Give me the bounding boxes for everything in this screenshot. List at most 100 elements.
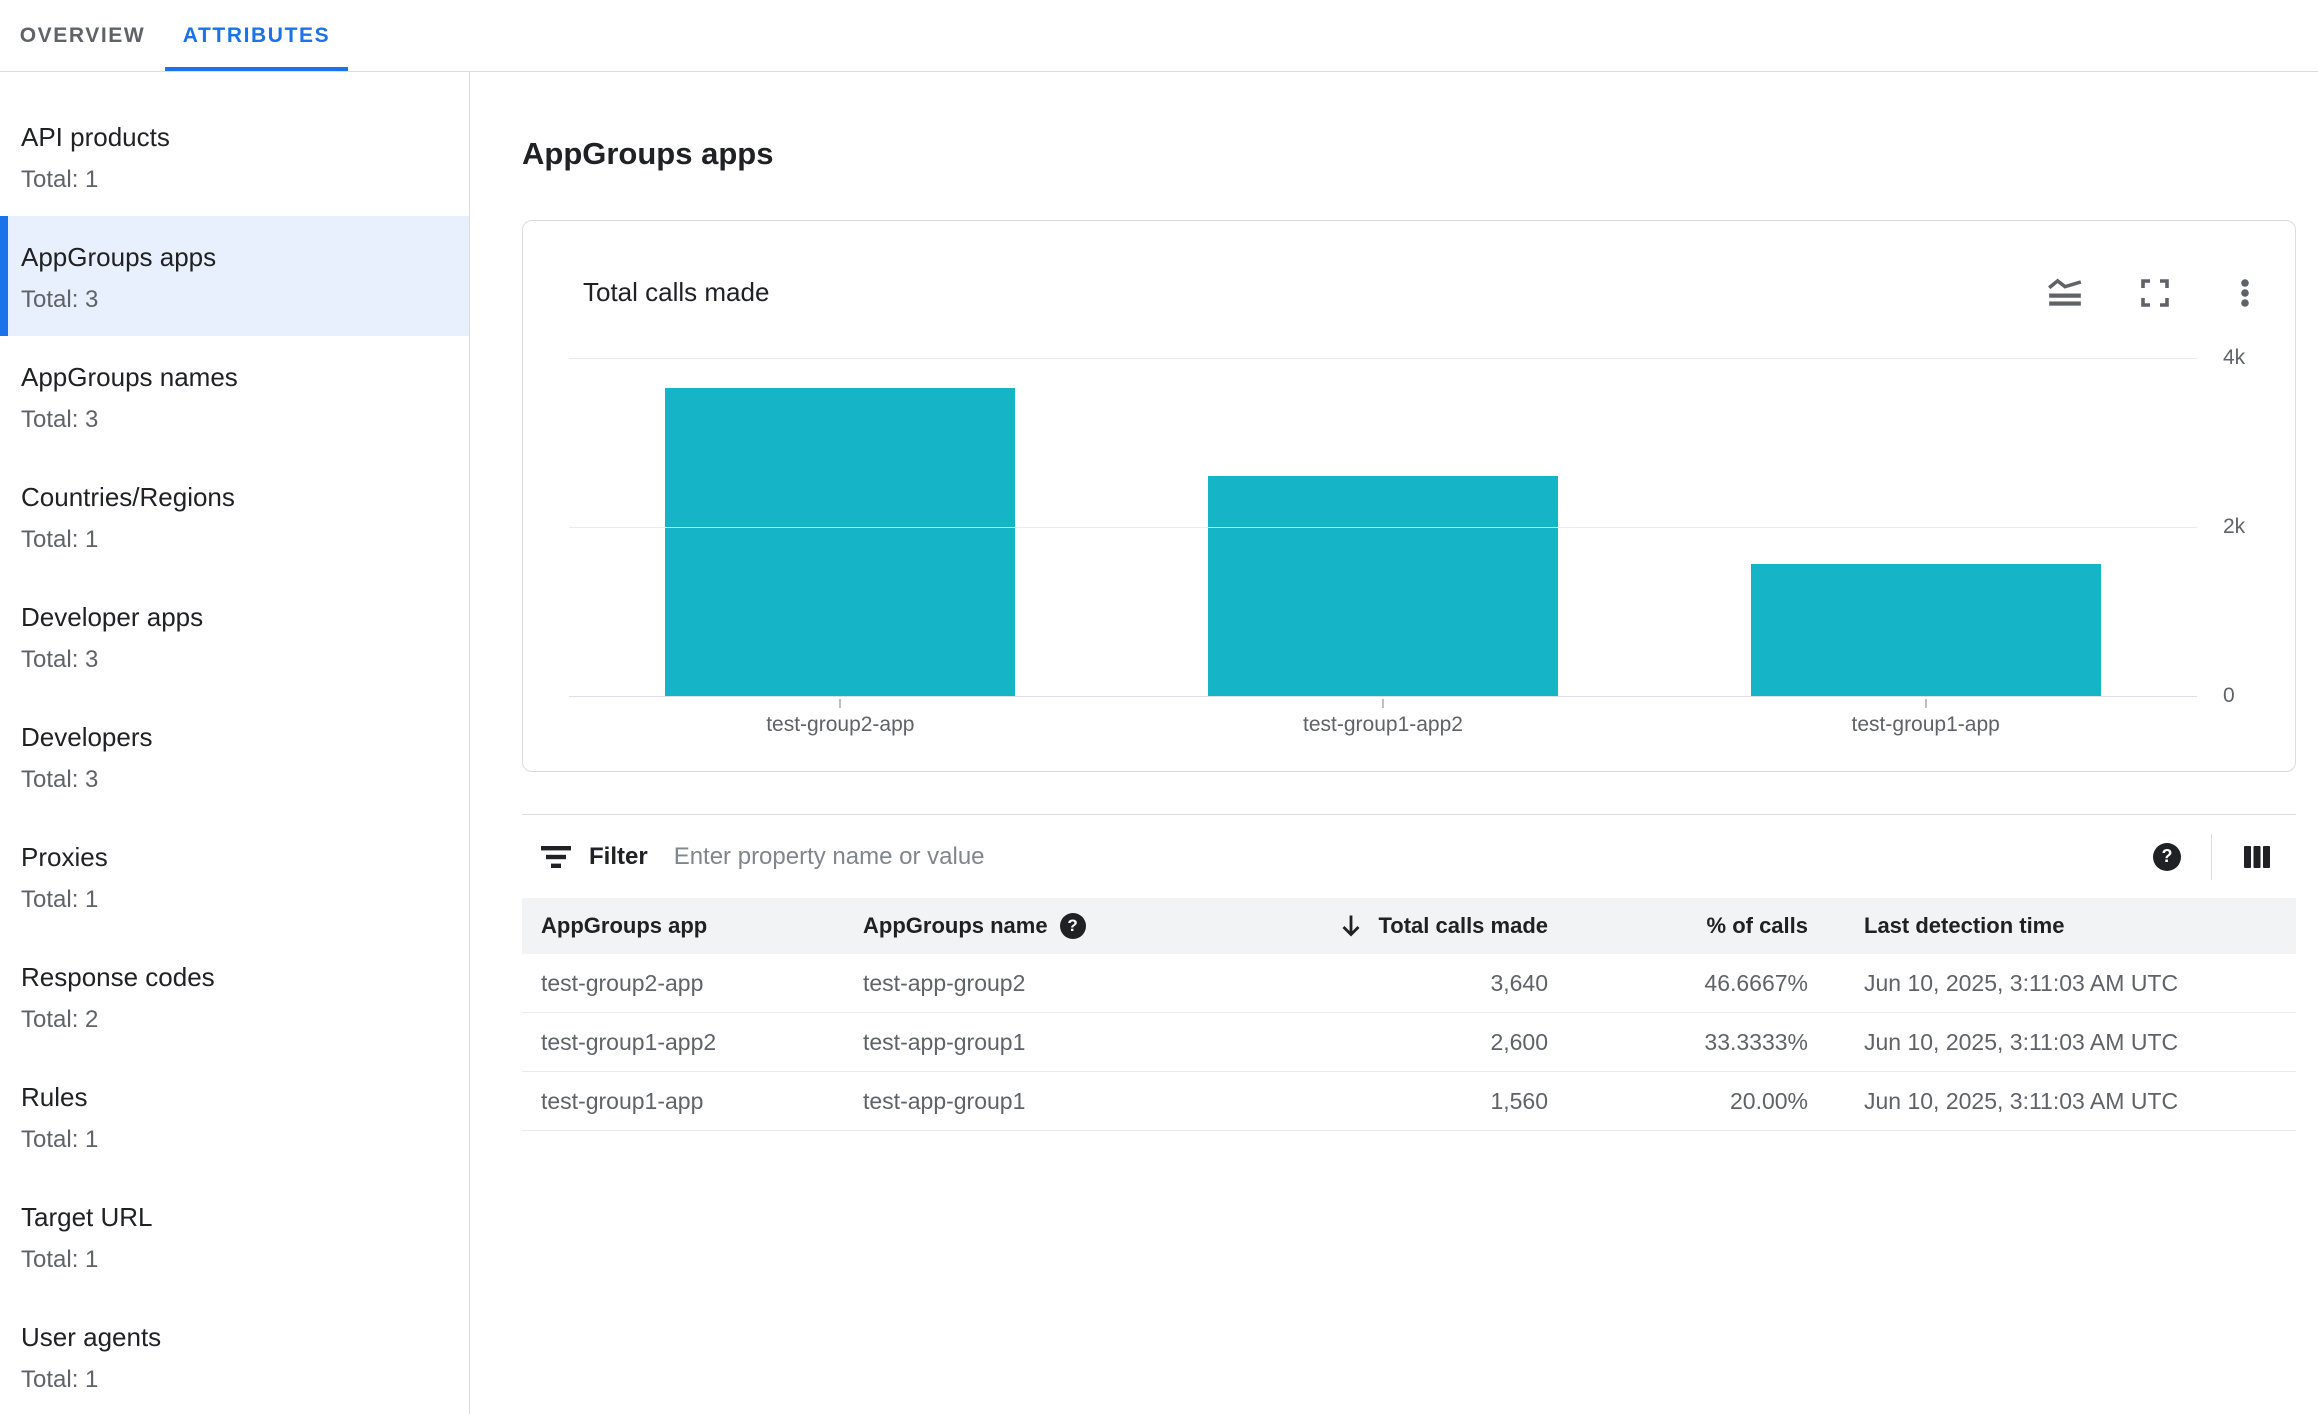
cell-time: Jun 10, 2025, 3:11:03 AM UTC (1864, 969, 2179, 996)
table-row: test-group1-app test-app-group1 1,560 20.00… (522, 1072, 2296, 1131)
sidebar-item-api-products[interactable]: API products Total: 1 (0, 96, 469, 216)
sidebar-item-label: AppGroups apps (21, 242, 217, 272)
sidebar-item-user-agents[interactable]: User agents Total: 1 (0, 1296, 469, 1414)
x-axis-label: test-group1-app (1851, 713, 2000, 736)
y-axis-label: 2k (2223, 515, 2246, 538)
sidebar-item-label: Countries/Regions (21, 482, 235, 512)
x-axis-label: test-group2-app (766, 713, 915, 736)
cell-name: test-app-group1 (863, 1087, 1026, 1114)
cell-calls: 3,640 (1490, 969, 1548, 996)
filter-row: Filter ? (522, 814, 2296, 898)
sidebar-list: API products Total: 1 AppGroups apps Total:… (0, 96, 469, 1414)
cell-pct: 46.6667% (1704, 969, 1808, 996)
toolbar-divider (2211, 833, 2212, 880)
bar-slot (1207, 358, 1558, 696)
sidebar-item-total: Total: 3 (21, 406, 99, 433)
cell-pct: 33.3333% (1704, 1028, 1808, 1055)
bar-slot (665, 358, 1016, 696)
col-header-appgroups-name-label: AppGroups name (863, 913, 1048, 938)
sidebar-item-total: Total: 1 (21, 166, 99, 193)
x-axis-label-slot: test-group1-app (1654, 699, 2197, 737)
sidebar-item-total: Total: 2 (21, 1006, 99, 1033)
appgroups-name-help-icon[interactable]: ? (1059, 913, 1086, 939)
chart-bar[interactable] (1750, 564, 2101, 696)
cell-app: test-group1-app2 (541, 1028, 717, 1055)
tab-attributes[interactable]: ATTRIBUTES (165, 0, 348, 71)
sidebar-item-total: Total: 1 (21, 886, 99, 913)
sidebar-item-rules[interactable]: Rules Total: 1 (0, 1056, 469, 1176)
chart-title: Total calls made (583, 277, 770, 307)
sidebar-item-total: Total: 3 (21, 646, 99, 673)
cell-name: test-app-group1 (863, 1028, 1026, 1055)
column-settings-icon[interactable] (2242, 842, 2272, 872)
area-chart-icon[interactable] (2045, 273, 2085, 313)
table-header-row: AppGroups app AppGroups name ? Total cal… (522, 898, 2296, 954)
tab-overview[interactable]: OVERVIEW (19, 23, 146, 47)
col-header-pct-calls: % of calls (1706, 913, 1808, 938)
sidebar-item-label: Developers (21, 722, 153, 752)
sidebar-item-total: Total: 1 (21, 1126, 99, 1153)
chart-plot (569, 358, 2197, 697)
sidebar-item-target-url[interactable]: Target URL Total: 1 (0, 1176, 469, 1296)
chart-bar[interactable] (1207, 476, 1558, 696)
content-area: AppGroups apps Total calls made (470, 72, 2318, 1414)
cell-time: Jun 10, 2025, 3:11:03 AM UTC (1864, 1028, 2179, 1055)
col-header-total-calls-label: Total calls made (1378, 913, 1548, 938)
sidebar-item-total: Total: 1 (21, 1366, 99, 1393)
chart-card: Total calls made (522, 220, 2296, 772)
sidebar-item-developers[interactable]: Developers Total: 3 (0, 696, 469, 816)
sidebar-item-total: Total: 3 (21, 766, 99, 793)
gridline (569, 358, 2197, 359)
filter-icon (541, 842, 571, 872)
y-axis-label: 4k (2223, 346, 2246, 369)
table-row: test-group2-app test-app-group2 3,640 46.66… (522, 954, 2296, 1013)
sidebar-item-label: AppGroups names (21, 362, 238, 392)
sidebar-item-proxies[interactable]: Proxies Total: 1 (0, 816, 469, 936)
cell-calls: 2,600 (1490, 1028, 1548, 1055)
chart-toolbar (2045, 273, 2265, 313)
cell-pct: 20.00% (1729, 1087, 1808, 1114)
x-axis-label-slot: test-group2-app (569, 699, 1112, 737)
fullscreen-icon[interactable] (2135, 273, 2175, 313)
cell-app: test-group1-app (541, 1087, 704, 1114)
tab-bar: OVERVIEW ATTRIBUTES (0, 0, 2318, 72)
chart-ylabels: 4k 2k 0 (2223, 346, 2313, 707)
sidebar-item-total: Total: 1 (21, 1246, 99, 1273)
table-row: test-group1-app2 test-app-group1 2,600 33.3… (522, 1013, 2296, 1072)
sidebar-item-label: Rules (21, 1082, 88, 1112)
sidebar-item-label: Response codes (21, 962, 215, 992)
col-header-total-calls[interactable]: Total calls made (1243, 911, 1548, 941)
chart-xlabels: test-group2-app test-group1-app2 test-grou… (569, 699, 2197, 737)
col-header-last-detection: Last detection time (1864, 913, 2065, 938)
y-axis-label: 0 (2223, 684, 2235, 707)
cell-time: Jun 10, 2025, 3:11:03 AM UTC (1864, 1087, 2179, 1114)
x-axis-label: test-group1-app2 (1303, 713, 1463, 736)
sort-desc-arrow-icon (1336, 911, 1366, 941)
sidebar-item-appgroups-apps[interactable]: AppGroups apps Total: 3 (0, 216, 469, 336)
sidebar-item-label: Proxies (21, 842, 108, 872)
main-layout: API products Total: 1 AppGroups apps Total:… (0, 72, 2318, 1414)
filter-input[interactable] (671, 841, 2153, 872)
x-axis-tick (839, 699, 842, 708)
table-section: Filter ? AppGroups app AppGroups name ? (522, 814, 2296, 1131)
sidebar-item-label: Developer apps (21, 602, 204, 632)
filter-label: Filter (589, 842, 648, 870)
sidebar-item-label: API products (21, 122, 170, 152)
sidebar-item-countries-regions[interactable]: Countries/Regions Total: 1 (0, 456, 469, 576)
sidebar-item-developer-apps[interactable]: Developer apps Total: 3 (0, 576, 469, 696)
gridline (569, 527, 2197, 528)
attributes-sidebar: API products Total: 1 AppGroups apps Total:… (0, 72, 470, 1414)
x-axis-tick (1382, 699, 1384, 708)
sidebar-item-total: Total: 3 (21, 286, 99, 313)
sidebar-item-label: Target URL (21, 1202, 153, 1232)
col-header-appgroups-app: AppGroups app (541, 913, 708, 938)
chart-bar[interactable] (665, 388, 1016, 696)
sidebar-item-total: Total: 1 (21, 526, 99, 553)
table-help-icon[interactable]: ? (2153, 842, 2181, 871)
sidebar-item-label: User agents (21, 1322, 162, 1352)
table-body: test-group2-app test-app-group2 3,640 46.66… (522, 954, 2296, 1131)
more-options-icon[interactable] (2225, 273, 2265, 313)
sidebar-item-appgroups-names[interactable]: AppGroups names Total: 3 (0, 336, 469, 456)
sidebar-item-response-codes[interactable]: Response codes Total: 2 (0, 936, 469, 1056)
bar-area (569, 358, 2197, 696)
